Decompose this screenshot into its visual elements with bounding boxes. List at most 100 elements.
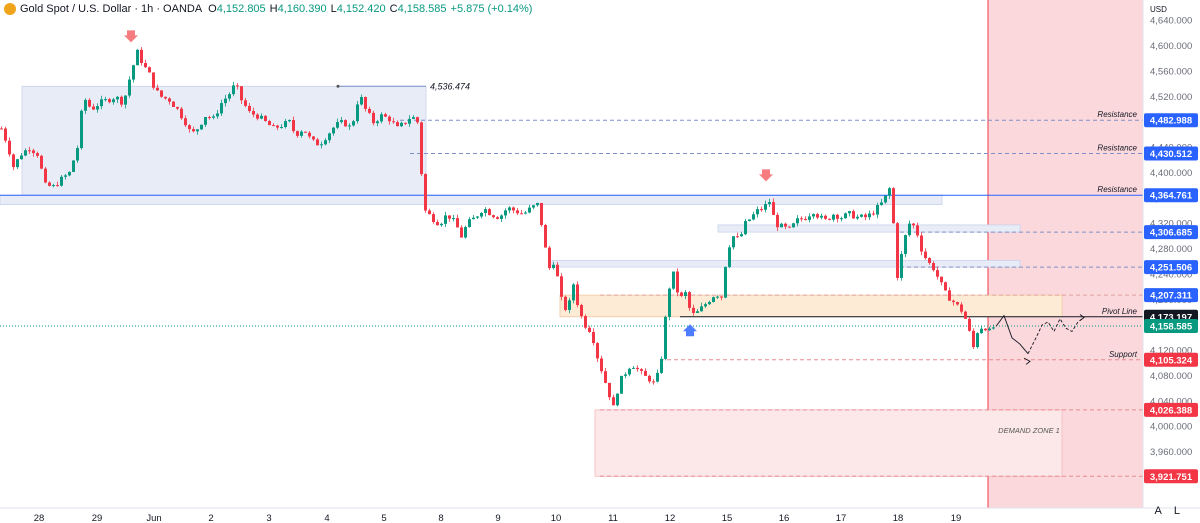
candle — [676, 268, 679, 297]
candle-body — [892, 188, 895, 224]
price-label-box — [1144, 225, 1198, 240]
candle — [716, 295, 719, 300]
candle-body — [980, 328, 983, 334]
candle — [924, 248, 927, 260]
candle-body — [0, 128, 3, 130]
candle — [800, 216, 803, 222]
candle-body — [144, 62, 147, 68]
candle-body — [580, 305, 583, 317]
candle — [584, 314, 587, 330]
candle-body — [396, 122, 399, 127]
price-tick: 4,640.000 — [1150, 16, 1192, 27]
levels-layer: Resistance Resistance Resistance Pivot Line… — [0, 81, 1143, 477]
candle — [84, 98, 87, 114]
candle-body — [676, 271, 679, 293]
candle — [244, 97, 247, 108]
candle-body — [860, 214, 863, 217]
candle — [400, 121, 403, 128]
candle — [352, 119, 355, 127]
price-tick: 4,080.000 — [1150, 371, 1192, 382]
candle-body — [812, 214, 815, 217]
candle — [504, 208, 507, 219]
candle — [856, 214, 859, 221]
candle-body — [292, 120, 295, 132]
candle-body — [920, 235, 923, 252]
candle — [60, 174, 63, 187]
projection-line-2 — [1027, 317, 1085, 354]
log-scale-button[interactable]: L — [1173, 505, 1180, 517]
candle — [312, 136, 315, 141]
time-tick: 10 — [551, 513, 562, 523]
candle — [304, 131, 307, 133]
candle — [336, 118, 339, 130]
candle — [168, 97, 171, 105]
candle — [524, 210, 527, 215]
candle — [224, 94, 227, 107]
candle-body — [884, 195, 887, 203]
candle — [96, 103, 99, 113]
candle — [404, 122, 407, 126]
candle — [840, 216, 843, 222]
candle — [120, 95, 123, 107]
candle — [628, 367, 631, 377]
candle-body — [744, 221, 747, 235]
candle — [780, 222, 783, 228]
candle — [416, 116, 419, 125]
candle — [460, 225, 463, 238]
candle-body — [992, 327, 995, 329]
candle — [664, 315, 667, 361]
auto-scale-button[interactable]: A — [1154, 505, 1162, 517]
candle-body — [380, 114, 383, 122]
candle-body — [788, 226, 791, 228]
candle-body — [540, 202, 543, 225]
candle-body — [288, 120, 291, 122]
candle-body — [900, 254, 903, 278]
candle — [56, 181, 59, 187]
candle-body — [564, 296, 567, 310]
price-label-box — [1144, 188, 1198, 203]
candle-body — [80, 110, 83, 149]
time-tick: 9 — [495, 513, 500, 523]
candle-body — [284, 121, 287, 127]
candle-body — [232, 85, 235, 95]
candle-body — [480, 212, 483, 217]
low-value: 4,152.420 — [336, 3, 386, 15]
candle — [316, 137, 319, 146]
candle-body — [780, 223, 783, 228]
candle — [988, 326, 991, 331]
candle — [632, 366, 635, 369]
candle-body — [524, 212, 527, 214]
candle-body — [640, 369, 643, 371]
candle — [556, 261, 559, 277]
candle-body — [964, 311, 967, 319]
candle-body — [560, 276, 563, 297]
candle — [536, 202, 539, 207]
candle-body — [512, 207, 515, 211]
candle — [208, 115, 211, 120]
candle-body — [88, 99, 91, 107]
candle — [588, 325, 591, 333]
candle-body — [404, 122, 407, 124]
symbol-title[interactable]: Gold Spot / U.S. Dollar · 1h · OANDA — [20, 3, 203, 15]
candle — [660, 356, 663, 375]
candle-body — [460, 227, 463, 238]
candle-body — [224, 98, 227, 104]
candle-body — [376, 121, 379, 124]
candle — [260, 113, 263, 120]
candle-body — [72, 160, 75, 172]
candle-body — [208, 117, 211, 119]
candle — [348, 123, 351, 131]
candle — [124, 95, 127, 109]
candle-body — [120, 96, 123, 105]
price-tick: 4,400.000 — [1150, 168, 1192, 179]
candle-body — [444, 215, 447, 224]
candle — [484, 207, 487, 217]
scale-mode-buttons: A L — [1155, 505, 1180, 517]
candle-body — [328, 133, 331, 141]
candle — [280, 124, 283, 129]
candle-body — [420, 122, 423, 175]
candle — [160, 90, 163, 98]
candle-body — [556, 264, 559, 277]
candle — [980, 326, 983, 334]
